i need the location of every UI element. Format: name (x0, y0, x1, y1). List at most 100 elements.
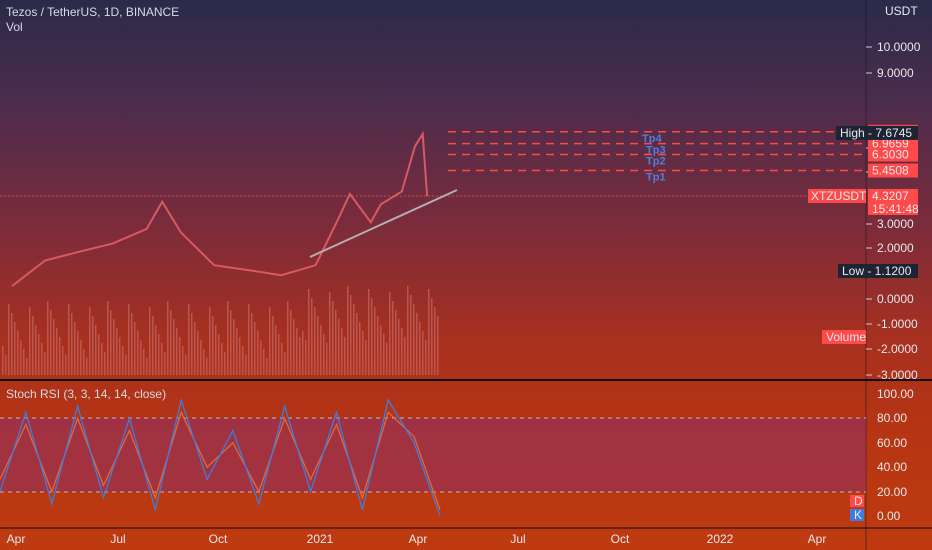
time-tick-label: Apr (808, 532, 827, 546)
k-tag (850, 509, 864, 521)
volume-bar (296, 328, 298, 375)
volume-bar (92, 316, 94, 375)
volume-bar (74, 322, 76, 375)
volume-bar (113, 319, 115, 375)
volume-bar (251, 313, 253, 375)
volume-bar (308, 289, 310, 375)
time-tick-label: 2022 (707, 532, 734, 546)
volume-bar (170, 310, 172, 375)
level-tag (868, 136, 918, 151)
rsi-tick-label: 40.00 (877, 460, 907, 474)
volume-bar (266, 358, 268, 375)
currency-label: USDT (885, 4, 918, 18)
volume-bar (218, 334, 220, 375)
volume-bar (233, 319, 235, 375)
volume-bar (41, 343, 43, 375)
volume-tick-label: -3.0000 (877, 368, 918, 382)
volume-bar (317, 316, 319, 375)
tp-label: Tp1 (646, 171, 666, 183)
volume-bar (11, 313, 13, 375)
volume-bar (134, 322, 136, 375)
volume-bar (89, 307, 91, 375)
volume-bar (32, 316, 34, 375)
level-tag-value: 5.4508 (872, 163, 909, 177)
volume-bar (248, 304, 250, 375)
volume-bar (284, 352, 286, 375)
volume-bar (305, 340, 307, 375)
rsi-band (0, 418, 866, 492)
volume-bar (422, 331, 424, 375)
time-tick-label: Jul (510, 532, 525, 546)
volume-bar (203, 349, 205, 375)
price-tick-label: 3.0000 (877, 217, 914, 231)
symbol-title: Tezos / TetherUS, 1D, BINANCE (6, 5, 180, 19)
volume-bar (302, 331, 304, 375)
volume-bar (179, 337, 181, 375)
time-tick-label: 2021 (307, 532, 334, 546)
volume-bar (23, 349, 25, 375)
volume-bar (38, 334, 40, 375)
volume-bar (128, 304, 130, 375)
support-trendline (309, 189, 458, 258)
volume-bar (374, 307, 376, 375)
volume-bar (77, 331, 79, 375)
volume-bar (26, 358, 28, 375)
volume-bar (29, 307, 31, 375)
volume-bar (137, 331, 139, 375)
volume-bar (338, 319, 340, 375)
volume-bar (332, 301, 334, 375)
rsi-tick-label: 20.00 (877, 485, 907, 499)
volume-bar (278, 334, 280, 375)
price-series (11, 130, 429, 287)
volume-bar (377, 316, 379, 375)
volume-bar (227, 301, 229, 375)
volume-bar (14, 322, 16, 375)
volume-bar (335, 310, 337, 375)
volume-bar (236, 328, 238, 375)
high-tag-text: High - 7.6745 (840, 126, 912, 140)
time-tick-label: Apr (409, 532, 428, 546)
volume-bar (185, 355, 187, 375)
d-tag (850, 495, 864, 507)
volume-bar (290, 310, 292, 375)
volume-bar (101, 343, 103, 375)
volume-bar (362, 331, 364, 375)
volume-bar (44, 352, 46, 375)
vol-label: Vol (6, 20, 23, 34)
volume-bar (152, 316, 154, 375)
stoch-k-line (0, 397, 441, 517)
volume-bar (167, 301, 169, 375)
volume-bar (344, 337, 346, 375)
volume-bar (428, 289, 430, 375)
volume-bar (395, 310, 397, 375)
volume-bar (293, 319, 295, 375)
volume-bar (383, 334, 385, 375)
volume-bar (368, 289, 370, 375)
rsi-tick-label: 80.00 (877, 411, 907, 425)
volume-bar (107, 301, 109, 375)
low-tag-text: Low - 1.1200 (842, 264, 912, 278)
volume-bar (341, 328, 343, 375)
volume-bar (35, 325, 37, 375)
volume-tick-label: -1.0000 (877, 317, 918, 331)
volume-bar (95, 325, 97, 375)
level-tag-value: 6.9659 (872, 137, 909, 151)
countdown: 15:41:48 (872, 202, 919, 216)
volume-bar (359, 322, 361, 375)
price-tick-label: 2.0000 (877, 241, 914, 255)
last-price-value: 4.3207 (872, 189, 909, 203)
level-tag (868, 147, 918, 162)
volume-bar (380, 325, 382, 375)
high-tag (836, 125, 918, 140)
volume-tag-text: Volume (826, 330, 866, 344)
volume-bar (86, 358, 88, 375)
volume-bar (230, 310, 232, 375)
price-tick-label: 9.0000 (877, 66, 914, 80)
volume-bar (281, 343, 283, 375)
volume-bar (254, 322, 256, 375)
volume-bar (155, 325, 157, 375)
d-tag-text: D (854, 494, 863, 508)
volume-bar (437, 316, 439, 375)
